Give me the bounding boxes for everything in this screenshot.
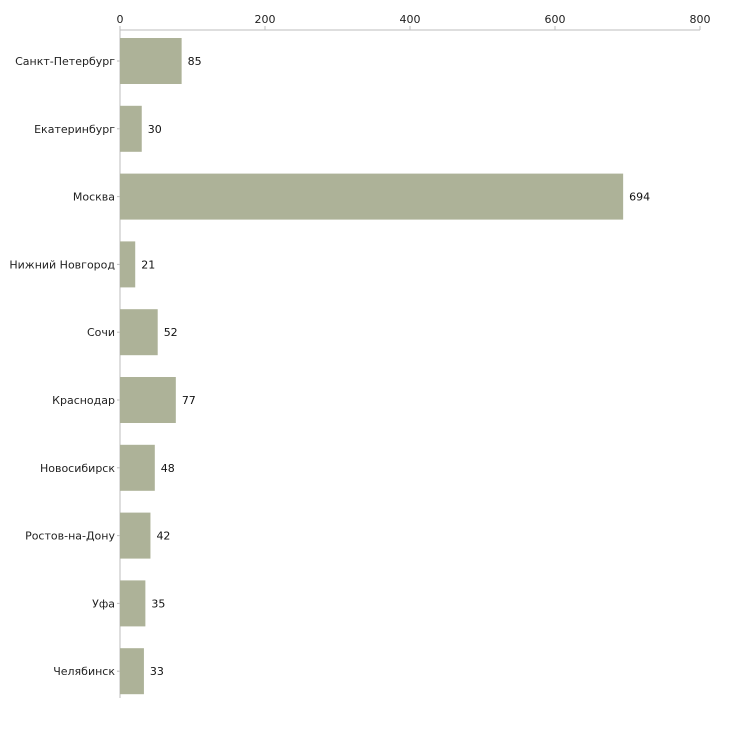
value-label: 42	[156, 530, 170, 543]
value-label: 694	[629, 191, 650, 204]
x-tick-label: 200	[255, 13, 276, 26]
category-label: Ростов-на-Дону	[25, 530, 115, 543]
value-label: 48	[161, 462, 175, 475]
bar	[120, 105, 142, 152]
value-label: 35	[151, 597, 165, 610]
bar	[120, 309, 158, 356]
bar	[120, 580, 146, 627]
category-label: Москва	[73, 191, 115, 204]
category-label: Сочи	[87, 326, 115, 339]
x-tick-label: 800	[690, 13, 711, 26]
value-label: 85	[188, 55, 202, 68]
x-tick-label: 600	[545, 13, 566, 26]
value-label: 21	[141, 258, 155, 271]
category-label: Санкт-Петербург	[15, 55, 115, 68]
category-label: Челябинск	[53, 665, 115, 678]
value-label: 30	[148, 123, 162, 136]
category-label: Краснодар	[52, 394, 115, 407]
bars	[120, 38, 624, 695]
category-labels: Санкт-Петербург 85 Екатеринбург 30 Москва 694…	[9, 55, 650, 678]
bar	[120, 38, 182, 84]
x-tick-label: 0	[117, 13, 124, 26]
value-label: 33	[150, 665, 164, 678]
bar	[120, 377, 176, 423]
value-label: 77	[182, 394, 196, 407]
bar	[120, 648, 144, 695]
x-axis: 0 200 400 600 800	[117, 13, 711, 698]
category-label: Новосибирск	[40, 462, 115, 475]
category-label: Уфа	[92, 597, 115, 610]
bar	[120, 173, 624, 220]
category-label: Нижний Новгород	[9, 258, 115, 271]
category-label: Екатеринбург	[34, 123, 115, 136]
bar	[120, 444, 155, 491]
value-label: 52	[164, 326, 178, 339]
bar	[120, 241, 136, 288]
x-tick-label: 400	[400, 13, 421, 26]
bar	[120, 512, 151, 559]
